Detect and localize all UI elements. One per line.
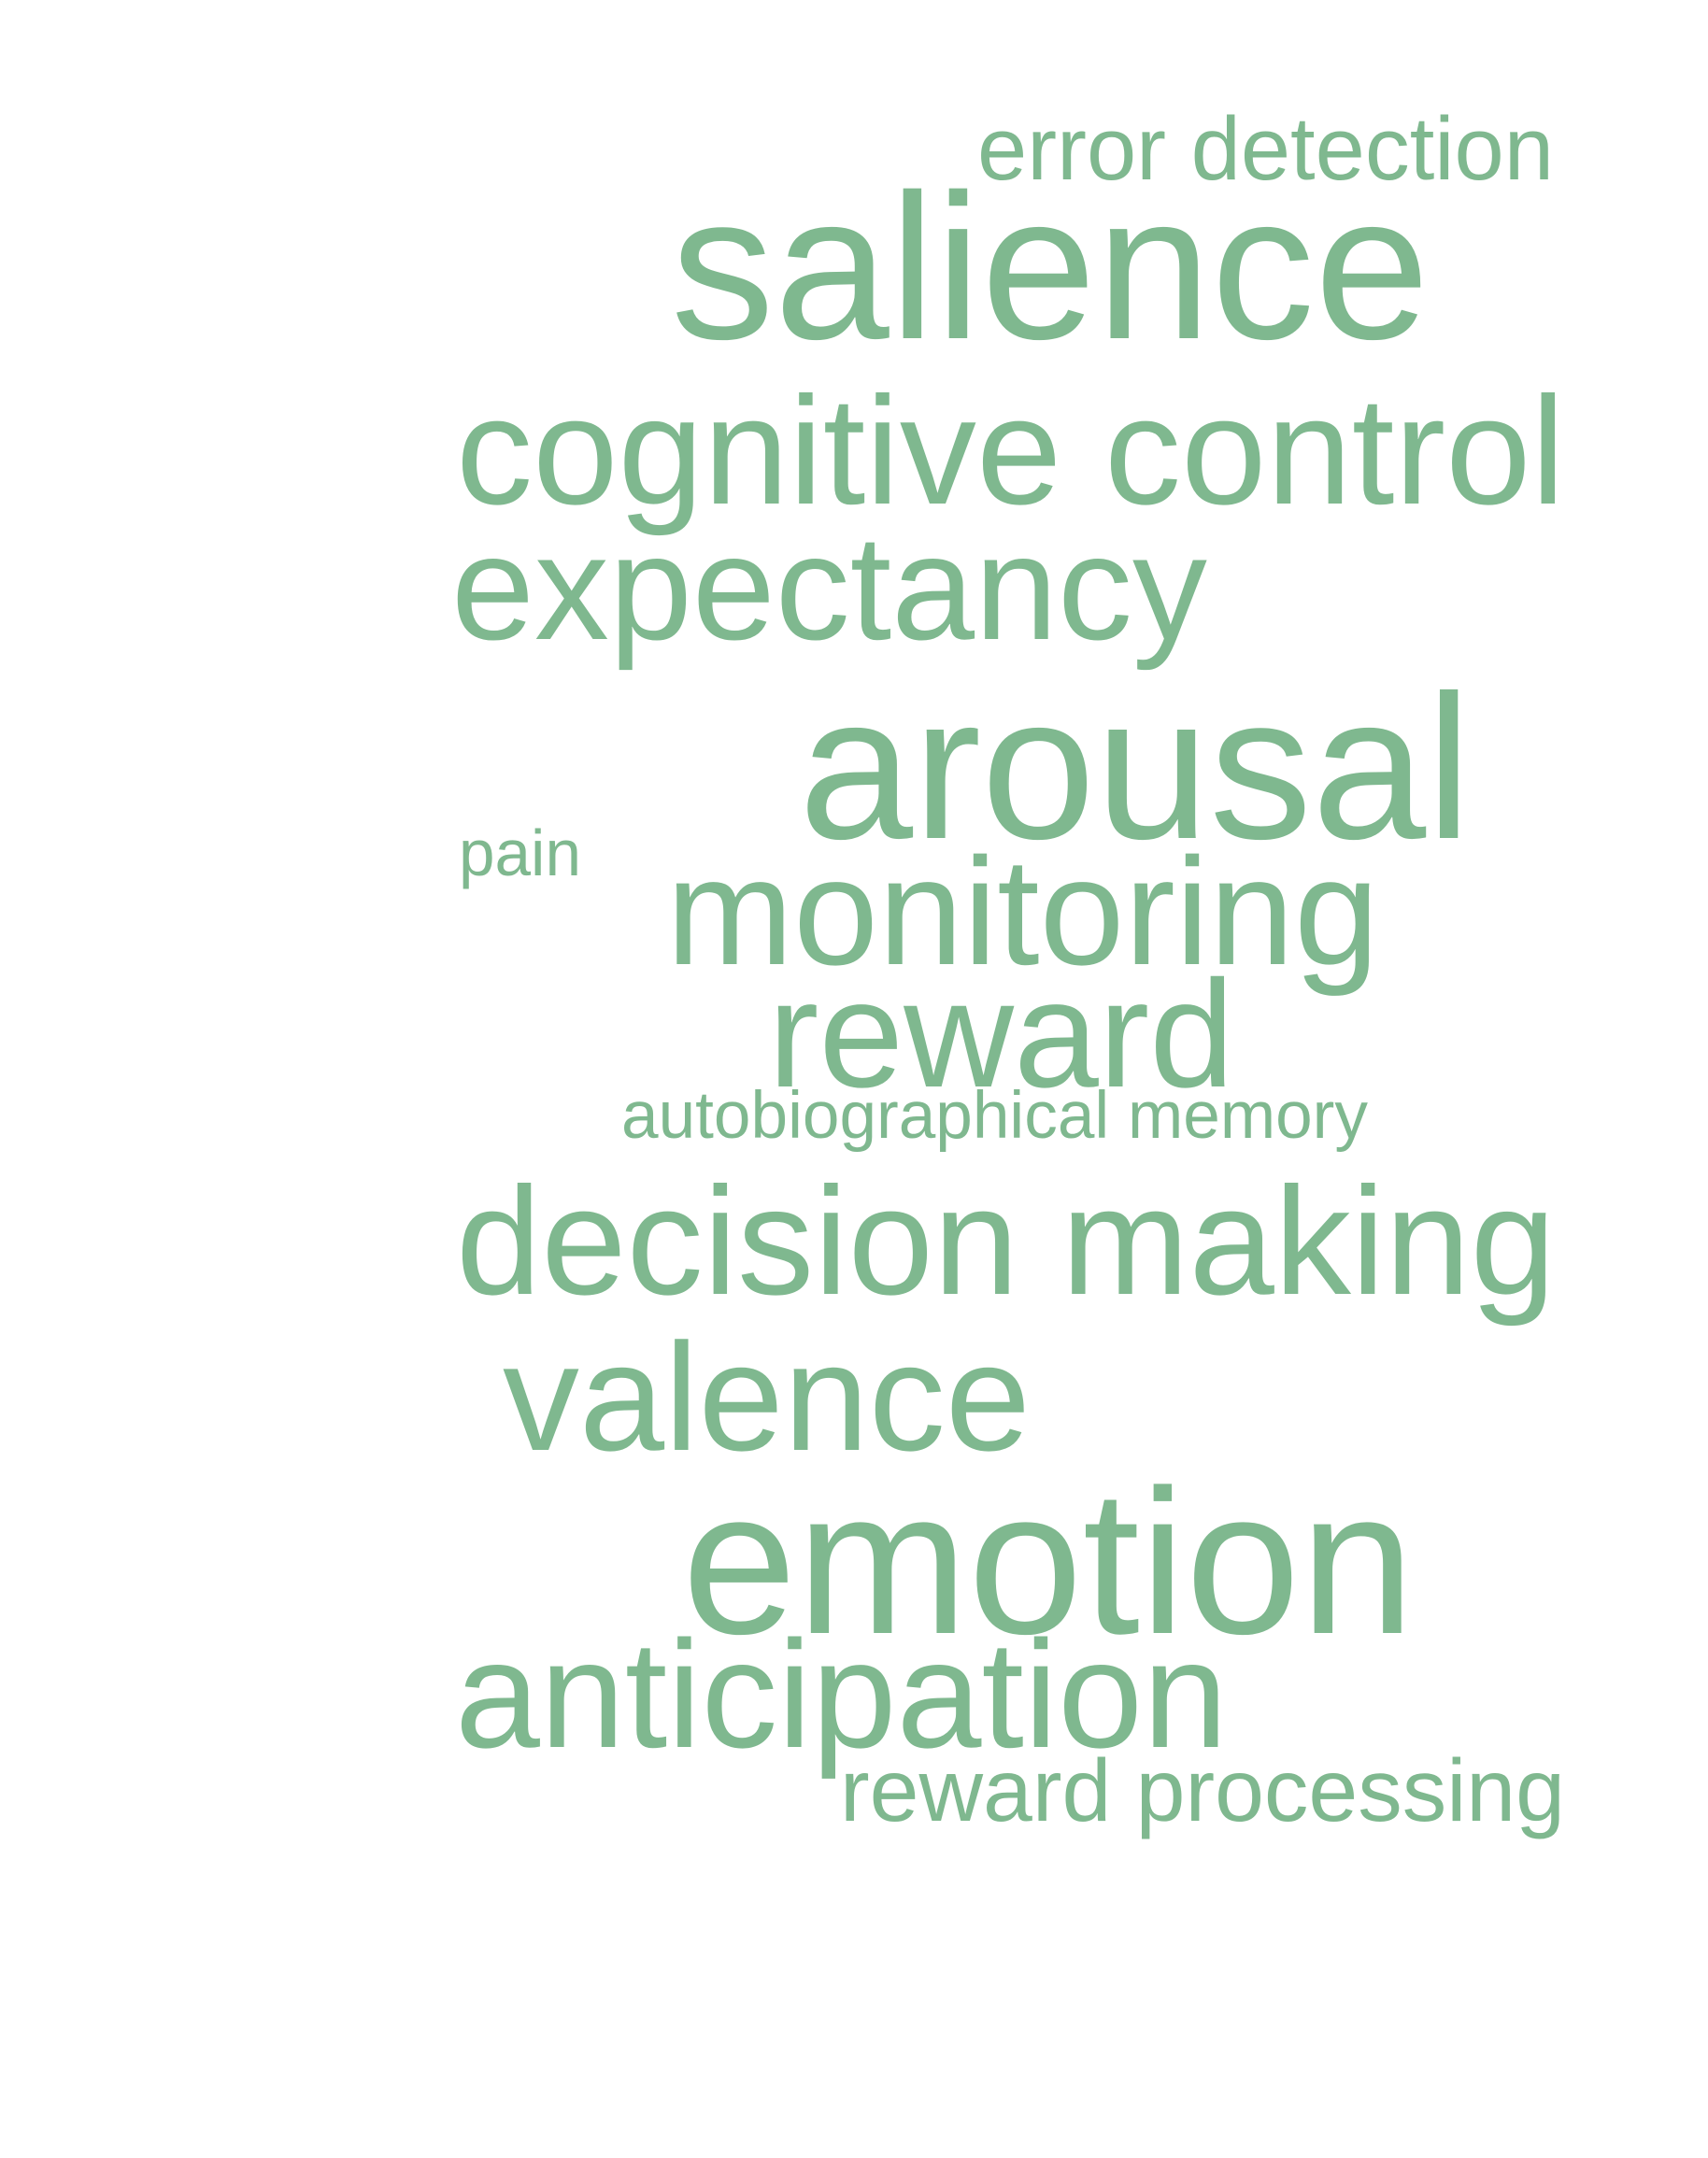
word-reward-processing: reward processing — [840, 1740, 1565, 1840]
word-monitoring: monitoring — [666, 825, 1379, 997]
word-autobiographical-memory: autobiographical memory — [621, 1078, 1368, 1153]
word-valence: valence — [503, 1312, 1031, 1484]
word-salience: salience — [671, 150, 1430, 382]
word-error-detection: error detection — [977, 99, 1554, 199]
word-arousal: arousal — [799, 652, 1472, 883]
word-anticipation: anticipation — [455, 1608, 1229, 1780]
word-pain: pain — [459, 816, 581, 890]
word-cognitive-control: cognitive control — [456, 363, 1565, 536]
word-reward: reward — [768, 947, 1234, 1119]
word-emotion: emotion — [682, 1446, 1415, 1677]
word-expectancy: expectancy — [451, 503, 1207, 671]
word-decision-making: decision making — [456, 1155, 1556, 1327]
